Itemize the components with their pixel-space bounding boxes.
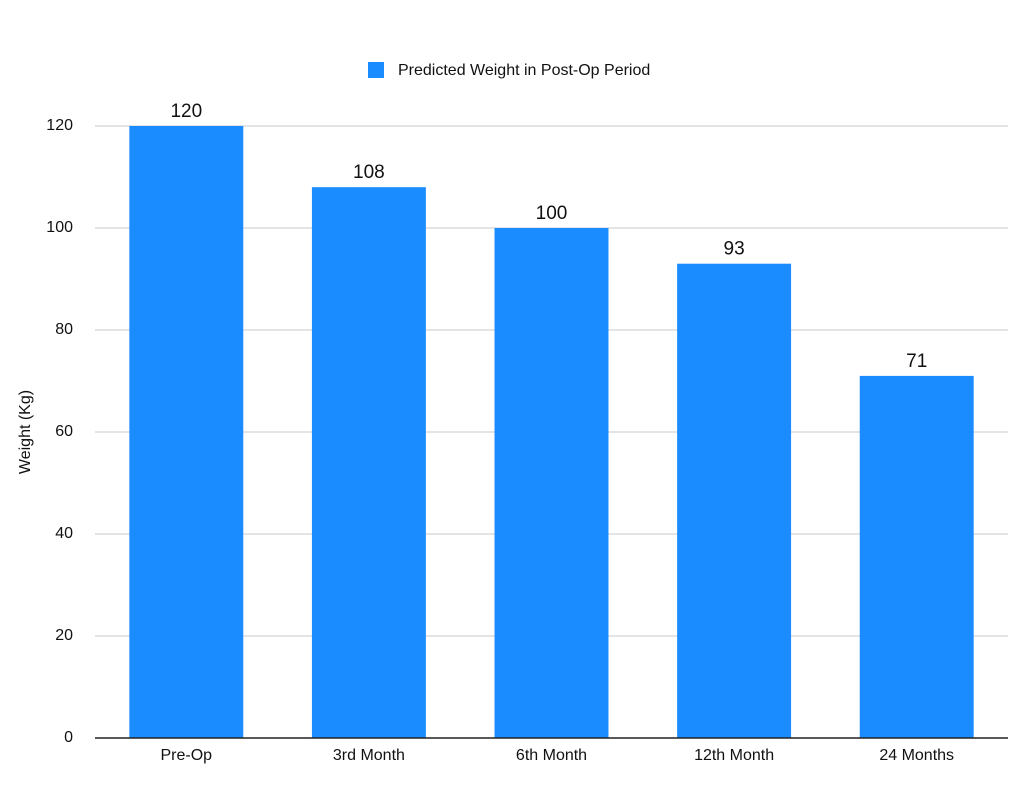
- y-tick-label: 40: [55, 525, 73, 542]
- y-tick-label: 80: [55, 321, 73, 338]
- data-label: 93: [724, 239, 745, 260]
- legend-swatch: [368, 62, 384, 78]
- x-tick-label: 3rd Month: [333, 747, 405, 764]
- bar: [494, 228, 609, 738]
- data-label: 108: [353, 162, 385, 183]
- y-tick-label: 20: [55, 627, 73, 644]
- y-tick-label: 120: [46, 117, 73, 134]
- x-tick-label: 12th Month: [694, 747, 774, 764]
- bar: [677, 263, 792, 738]
- x-tick-label: 24 Months: [879, 747, 954, 764]
- bar: [311, 187, 426, 738]
- data-label: 120: [170, 101, 202, 122]
- legend-label: Predicted Weight in Post-Op Period: [398, 62, 650, 79]
- y-axis-label: Weight (Kg): [17, 390, 34, 474]
- y-tick-label: 0: [64, 729, 73, 746]
- y-tick-label: 100: [46, 219, 73, 236]
- y-tick-label: 60: [55, 423, 73, 440]
- x-tick-label: Pre-Op: [161, 747, 213, 764]
- data-label: 100: [536, 203, 568, 224]
- data-label: 71: [906, 351, 927, 372]
- x-tick-label: 6th Month: [516, 747, 587, 764]
- bar: [129, 126, 244, 738]
- bar: [859, 375, 974, 738]
